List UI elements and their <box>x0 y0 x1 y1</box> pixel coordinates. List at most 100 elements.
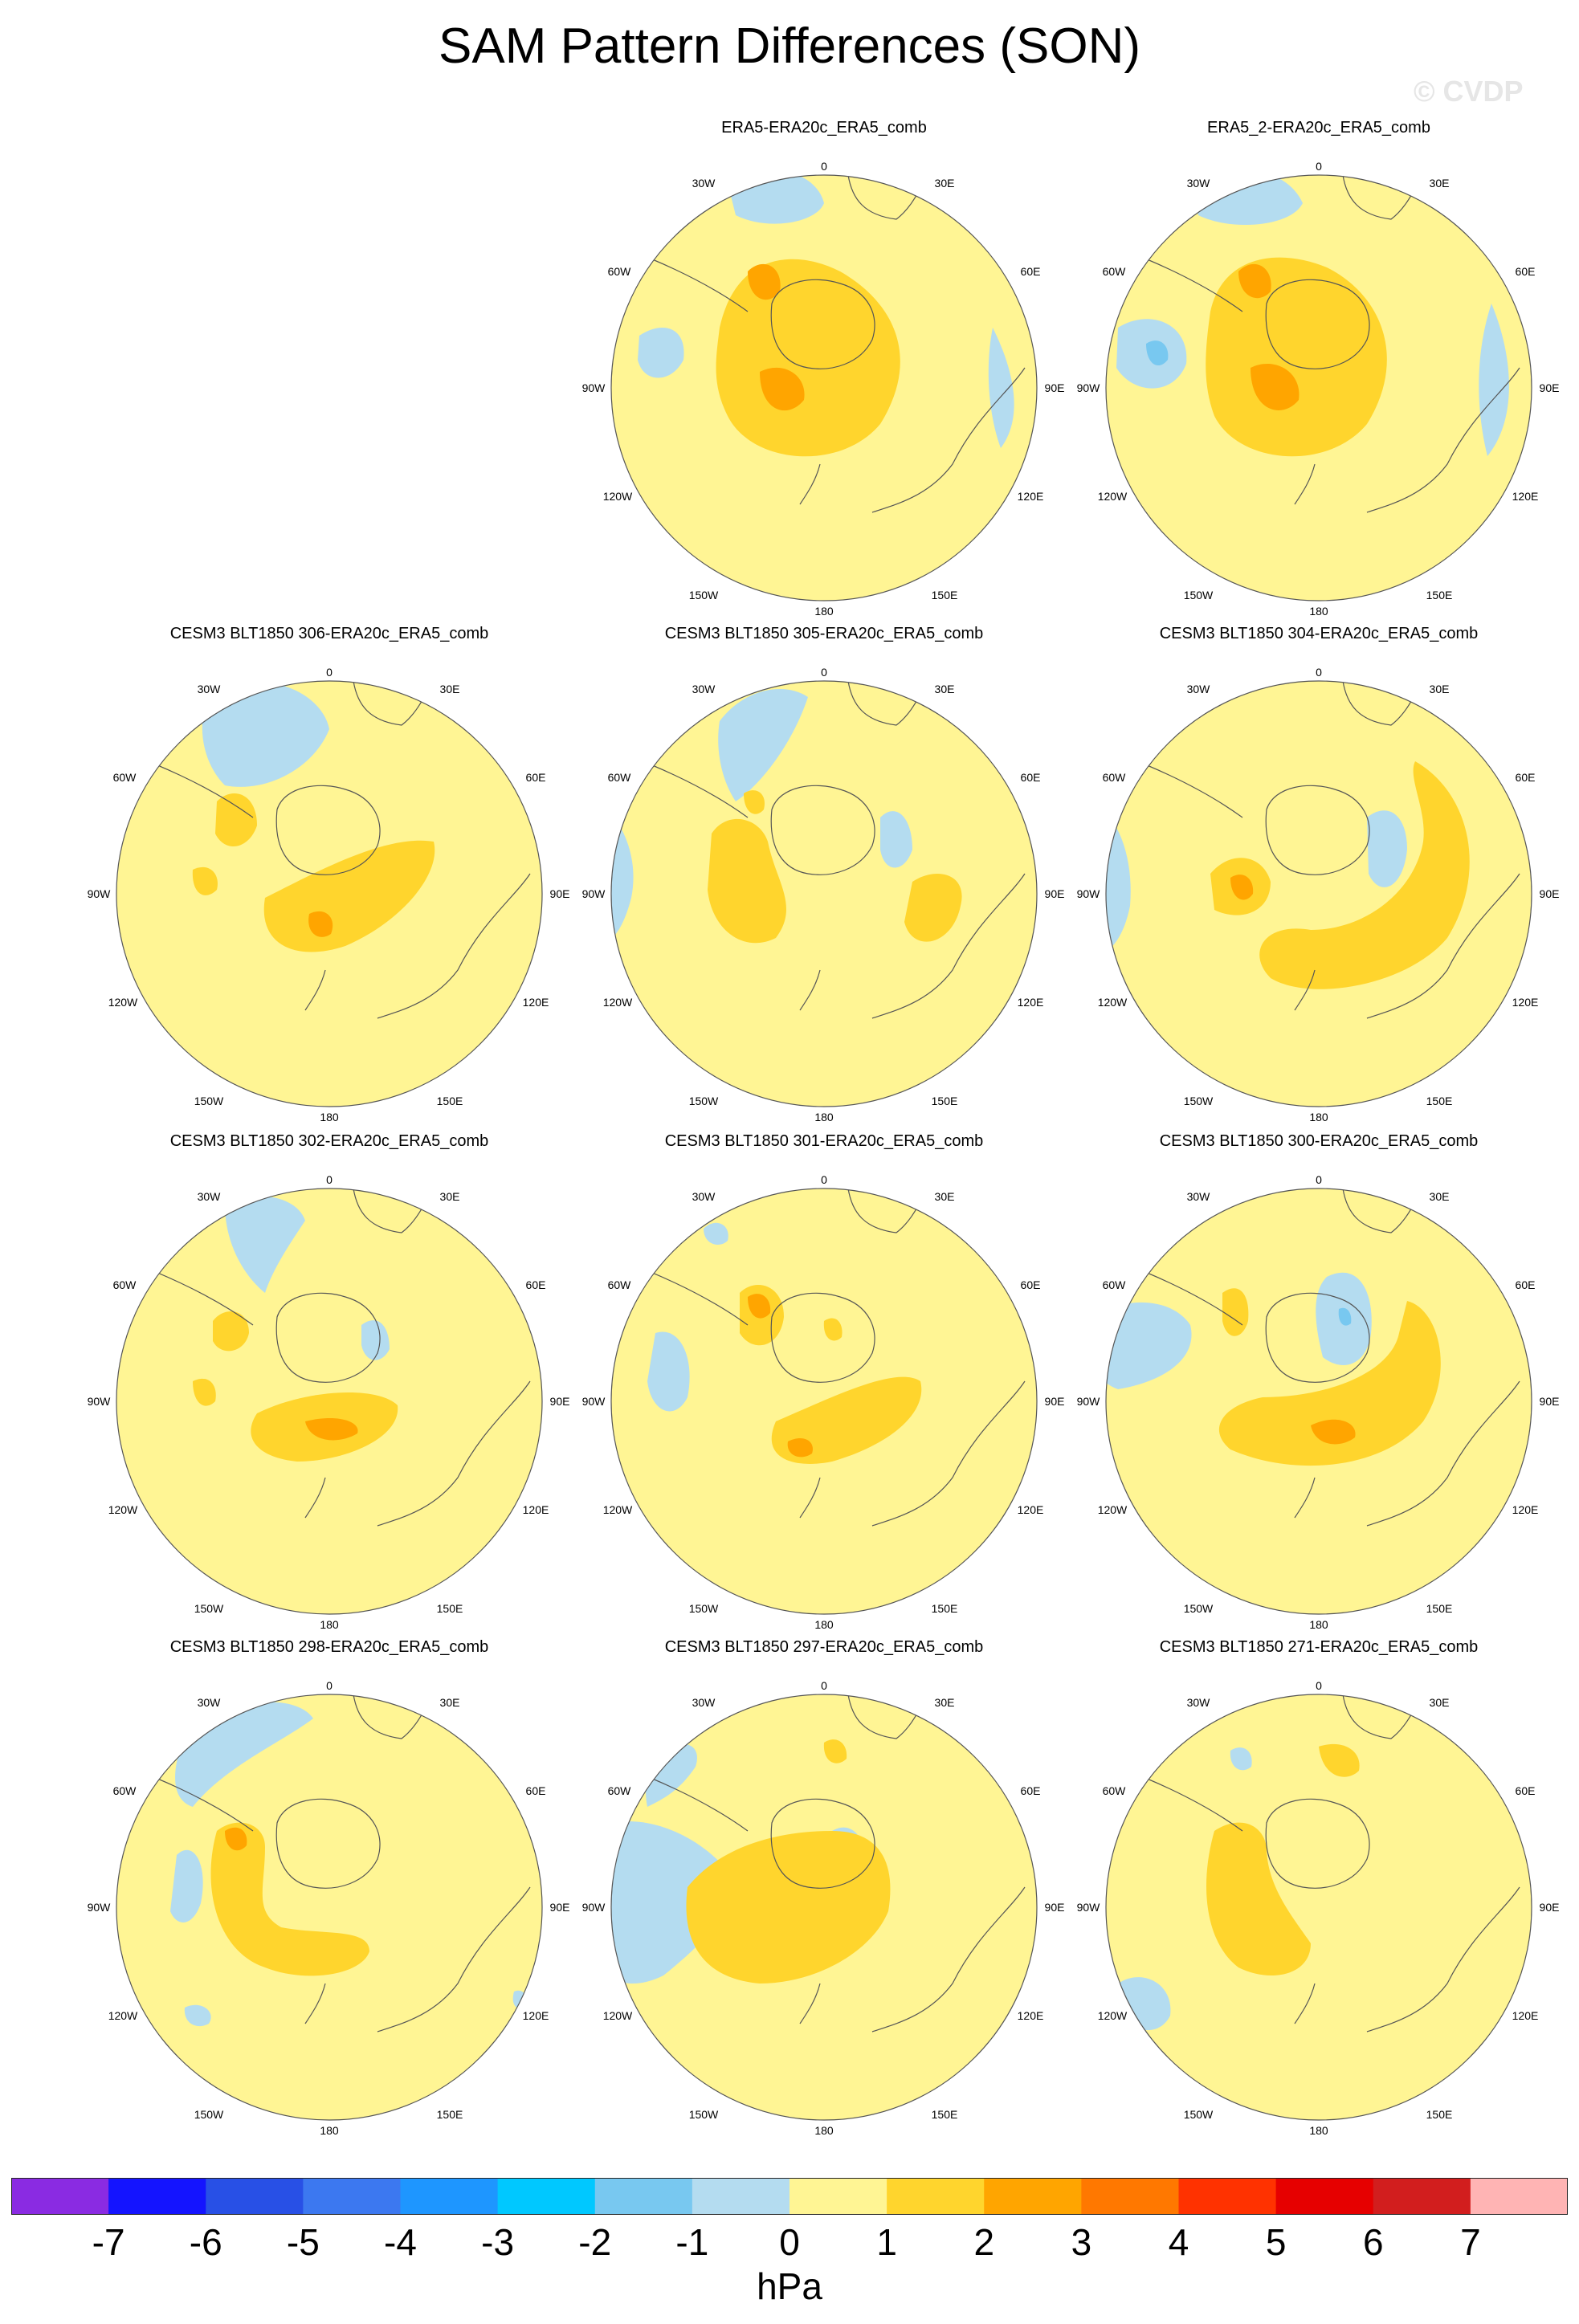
lon-label-30e: 30E <box>935 1696 955 1709</box>
lon-label-0: 0 <box>326 1173 333 1186</box>
lon-label-150e: 150E <box>1426 1602 1453 1615</box>
lon-label-30e: 30E <box>1430 683 1450 695</box>
negative-anomaly-region <box>1295 662 1335 681</box>
antarctica-coastline <box>275 785 381 875</box>
lon-label-60e: 60E <box>1021 1278 1041 1291</box>
lon-label-60w: 60W <box>1103 265 1127 278</box>
lon-label-180: 180 <box>814 2124 834 2137</box>
australia-coastline <box>1366 367 1520 513</box>
lon-label-180: 180 <box>1309 1111 1328 1123</box>
positive-anomaly-region <box>1230 875 1254 900</box>
lon-label-90e: 90E <box>1540 381 1560 394</box>
colorbar-tick-label: 7 <box>1460 2221 1481 2263</box>
map-panel: CESM3 BLT1850 300-ERA20c_ERA5_comb 0 180 90… <box>1070 1132 1568 1638</box>
lon-label-90w: 90W <box>582 1901 606 1914</box>
negative-anomaly-region <box>880 811 912 868</box>
lon-label-90w: 90W <box>1077 1901 1101 1914</box>
australia-coastline <box>377 1886 531 2032</box>
lon-label-150w: 150W <box>689 1095 719 1107</box>
polar-map: 0 180 90W 90E 30W 30E 60W 60E 120W 120E 150W 150E <box>1077 160 1560 618</box>
negative-anomaly-region <box>988 328 1014 448</box>
lon-label-180: 180 <box>320 1618 339 1631</box>
lon-label-150e: 150E <box>932 2108 958 2121</box>
panel-title: CESM3 BLT1850 271-ERA20c_ERA5_comb <box>1159 1638 1479 1656</box>
contour-fields <box>116 1189 542 1614</box>
antarctica-coastline <box>770 785 875 875</box>
antarctica-coastline <box>275 1798 381 1889</box>
new-zealand-coastline <box>1294 969 1316 1011</box>
polar-map: 0 180 90W 90E 30W 30E 60W 60E 120W 120E 150W 150E <box>582 1679 1065 2137</box>
lon-label-120w: 120W <box>603 490 633 503</box>
lon-label-120e: 120E <box>1018 2009 1044 2022</box>
panel-title: CESM3 BLT1850 301-ERA20c_ERA5_comb <box>664 1132 984 1150</box>
lon-label-150w: 150W <box>1184 589 1214 601</box>
map-border <box>1105 680 1532 1107</box>
lon-label-120e: 120E <box>523 1503 549 1516</box>
australia-coastline <box>1366 1380 1520 1527</box>
polar-map: 0 180 90W 90E 30W 30E 60W 60E 120W 120E 150W 150E <box>88 666 570 1123</box>
lon-label-30e: 30E <box>935 683 955 695</box>
colorbar-swatch <box>1373 2178 1471 2215</box>
lon-label-60e: 60E <box>1516 1278 1536 1291</box>
lon-label-120w: 120W <box>1098 2009 1128 2022</box>
negative-anomaly-region <box>1230 1747 1252 1771</box>
new-zealand-coastline <box>1294 1477 1316 1519</box>
positive-anomaly-region <box>1259 761 1470 989</box>
new-zealand-coastline <box>304 1983 326 2024</box>
panel-title: CESM3 BLT1850 297-ERA20c_ERA5_comb <box>664 1638 984 1656</box>
positive-anomaly-region <box>1206 257 1387 457</box>
lon-label-120w: 120W <box>108 996 138 1009</box>
lon-label-0: 0 <box>1316 1173 1322 1186</box>
positive-anomaly-region <box>787 1437 813 1458</box>
colorbar-swatch <box>303 2178 401 2215</box>
lon-label-0: 0 <box>1316 1679 1322 1692</box>
contour-fields <box>1106 662 1532 1107</box>
colorbar-tick-label: 4 <box>1168 2221 1189 2263</box>
positive-anomaly-region <box>1206 1822 1311 1975</box>
positive-anomaly-region <box>748 1294 771 1319</box>
colorbar-tick-label: -7 <box>92 2221 125 2263</box>
lon-label-0: 0 <box>821 1679 827 1692</box>
lon-label-60w: 60W <box>113 771 137 784</box>
negative-anomaly-region <box>1106 801 1131 952</box>
lon-label-60w: 60W <box>608 1784 632 1797</box>
positive-anomaly-region <box>215 793 257 847</box>
lon-label-180: 180 <box>320 1111 339 1123</box>
lon-label-90e: 90E <box>1540 1395 1560 1408</box>
colorbar-swatch <box>1081 2178 1179 2215</box>
lon-label-30w: 30W <box>1187 1696 1211 1709</box>
lon-label-120w: 120W <box>1098 490 1128 503</box>
australia-coastline <box>1366 873 1520 1019</box>
colorbar-tick-label: -6 <box>189 2221 222 2263</box>
lon-label-120e: 120E <box>1018 490 1044 503</box>
new-zealand-coastline <box>799 1983 821 2024</box>
contour-fields <box>611 175 1037 601</box>
lon-label-90e: 90E <box>550 887 570 900</box>
colorbar-swatch <box>108 2178 206 2215</box>
colorbar-ticks: -7 -6 -5 -4 -3 -2 -1 0 1 2 3 4 5 6 7 <box>0 2220 1579 2269</box>
negative-anomaly-region <box>638 328 684 378</box>
lon-label-180: 180 <box>1309 2124 1328 2137</box>
contour-fields <box>611 681 1037 1107</box>
positive-anomaly-region <box>744 790 765 814</box>
background-field <box>611 681 1037 1107</box>
cvdp-watermark: © CVDP <box>1414 75 1524 108</box>
lon-label-60w: 60W <box>608 265 632 278</box>
lon-label-150w: 150W <box>194 2108 224 2121</box>
polar-map: 0 180 90W 90E 30W 30E 60W 60E 120W 120E 150W 150E <box>582 1173 1065 1631</box>
lon-label-30w: 30W <box>198 1696 222 1709</box>
background-field <box>116 1694 542 2120</box>
lon-label-0: 0 <box>821 160 827 173</box>
lon-label-120w: 120W <box>108 1503 138 1516</box>
lon-label-60e: 60E <box>526 1278 546 1291</box>
lon-label-0: 0 <box>326 1679 333 1692</box>
colorbar-tick-label: 6 <box>1362 2221 1384 2263</box>
lon-label-150w: 150W <box>689 589 719 601</box>
negative-anomaly-region <box>184 2004 211 2027</box>
colorbar-swatch <box>887 2178 985 2215</box>
negative-anomaly-region <box>1367 810 1407 887</box>
lon-label-60w: 60W <box>1103 771 1127 784</box>
new-zealand-coastline <box>1294 463 1316 505</box>
lon-label-30w: 30W <box>1187 1190 1211 1203</box>
contour-fields <box>1106 1694 1532 2120</box>
